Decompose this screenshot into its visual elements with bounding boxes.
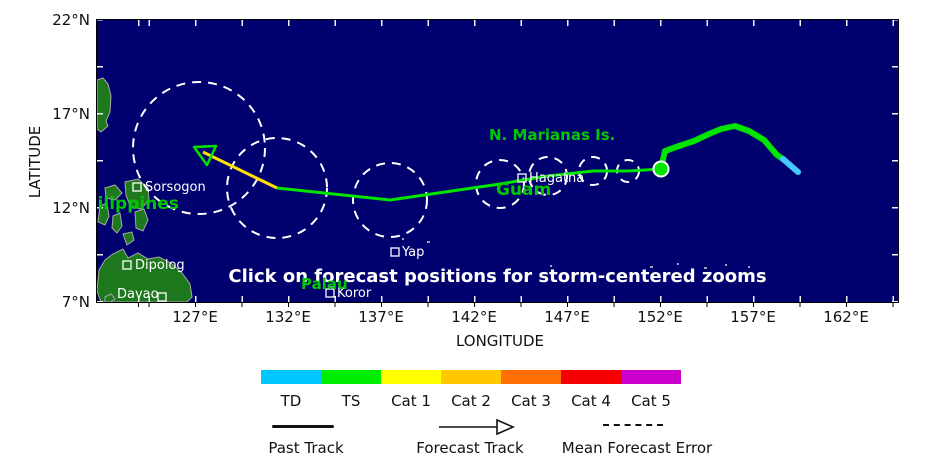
legend-label-cat2: Cat 2 [451, 392, 491, 410]
forecast-track-cat1-segment[interactable] [202, 150, 278, 190]
y-tick-12n: 12°N [52, 199, 90, 217]
legend-label-cat4: Cat 4 [571, 392, 611, 410]
x-tick-152e: 152°E [637, 308, 683, 326]
x-tick-147e: 147°E [544, 308, 590, 326]
city-label-hagatna: Hagatna [529, 171, 585, 186]
region-label-marianas: N. Marianas Is. [489, 126, 616, 144]
x-tick-127e: 127°E [172, 308, 218, 326]
colorbar-cat4 [561, 370, 621, 384]
city-label-yap: Yap [402, 245, 425, 260]
map-ticks-bottom [97, 296, 898, 302]
city-label-sorsogon: Sorsogon [145, 180, 206, 195]
y-tick-17n: 17°N [52, 105, 90, 123]
forecast-error-circles[interactable] [132, 81, 640, 239]
colorbar-td [261, 370, 321, 384]
past-track-sample-line [272, 425, 334, 428]
zoom-instruction-text: Click on forecast positions for storm-ce… [228, 266, 767, 287]
map-ticks-left [97, 20, 103, 302]
colorbar-ts [321, 370, 381, 384]
region-label-guam: Guam [496, 180, 552, 200]
legend-label-cat3: Cat 3 [511, 392, 551, 410]
colorbar-cat2 [441, 370, 501, 384]
city-label-davao: Davao [117, 287, 159, 302]
y-tick-22n: 22°N [52, 11, 90, 29]
colorbar-cat5 [621, 370, 681, 384]
legend-forecast-track-label: Forecast Track [416, 439, 524, 457]
error-circle-48h [475, 159, 525, 209]
marker-dipolog [122, 260, 132, 270]
legend-label-cat5: Cat 5 [631, 392, 671, 410]
map-ticks-top [97, 20, 898, 26]
map-ticks-right [892, 20, 898, 302]
y-axis-title: LATITUDE [26, 125, 44, 199]
legend-mean-error-label: Mean Forecast Error [561, 439, 713, 457]
marker-hagatna [517, 173, 527, 183]
x-tick-162e: 162°E [823, 308, 869, 326]
y-tick-7n: 7°N [61, 293, 90, 311]
error-circle-120h [132, 81, 266, 215]
legend-label-cat1: Cat 1 [391, 392, 431, 410]
colorbar-cat1 [381, 370, 441, 384]
error-circle-96h [226, 137, 328, 239]
forecast-arrowhead[interactable] [192, 144, 218, 167]
legend-past-track-label: Past Track [268, 439, 344, 457]
forecast-track-ts-segment[interactable] [276, 167, 662, 202]
legend-label-td: TD [280, 392, 302, 410]
past-track-td [780, 156, 801, 175]
mean-error-sample-line [603, 424, 663, 426]
legend-label-ts: TS [341, 392, 361, 410]
x-tick-157e: 157°E [730, 308, 776, 326]
marker-sorsogon [132, 182, 142, 192]
colorbar-cat3 [501, 370, 561, 384]
intensity-colorbar [261, 370, 681, 384]
current-position-dot[interactable] [652, 160, 670, 178]
city-label-dipolog: Dipolog [135, 258, 185, 273]
map-graphics [97, 77, 801, 302]
city-label-koror: Koror [337, 286, 372, 301]
small-islands [330, 238, 750, 288]
error-circle-36h [528, 156, 568, 196]
forecast-track-sample-arrow [439, 418, 515, 436]
track-map[interactable]: N. Marianas Is. Guam Philippines Palau S… [96, 19, 899, 303]
x-tick-137e: 137°E [358, 308, 404, 326]
marker-yap [390, 247, 400, 257]
region-label-palau: Palau [301, 275, 348, 293]
x-axis-title: LONGITUDE [455, 332, 545, 350]
error-circle-72h [352, 162, 428, 238]
region-label-philippines: Philippines [97, 194, 179, 214]
x-tick-132e: 132°E [265, 308, 311, 326]
past-track-ts [658, 123, 786, 171]
x-tick-142e: 142°E [451, 308, 497, 326]
axis-ticks-outer [97, 302, 898, 307]
